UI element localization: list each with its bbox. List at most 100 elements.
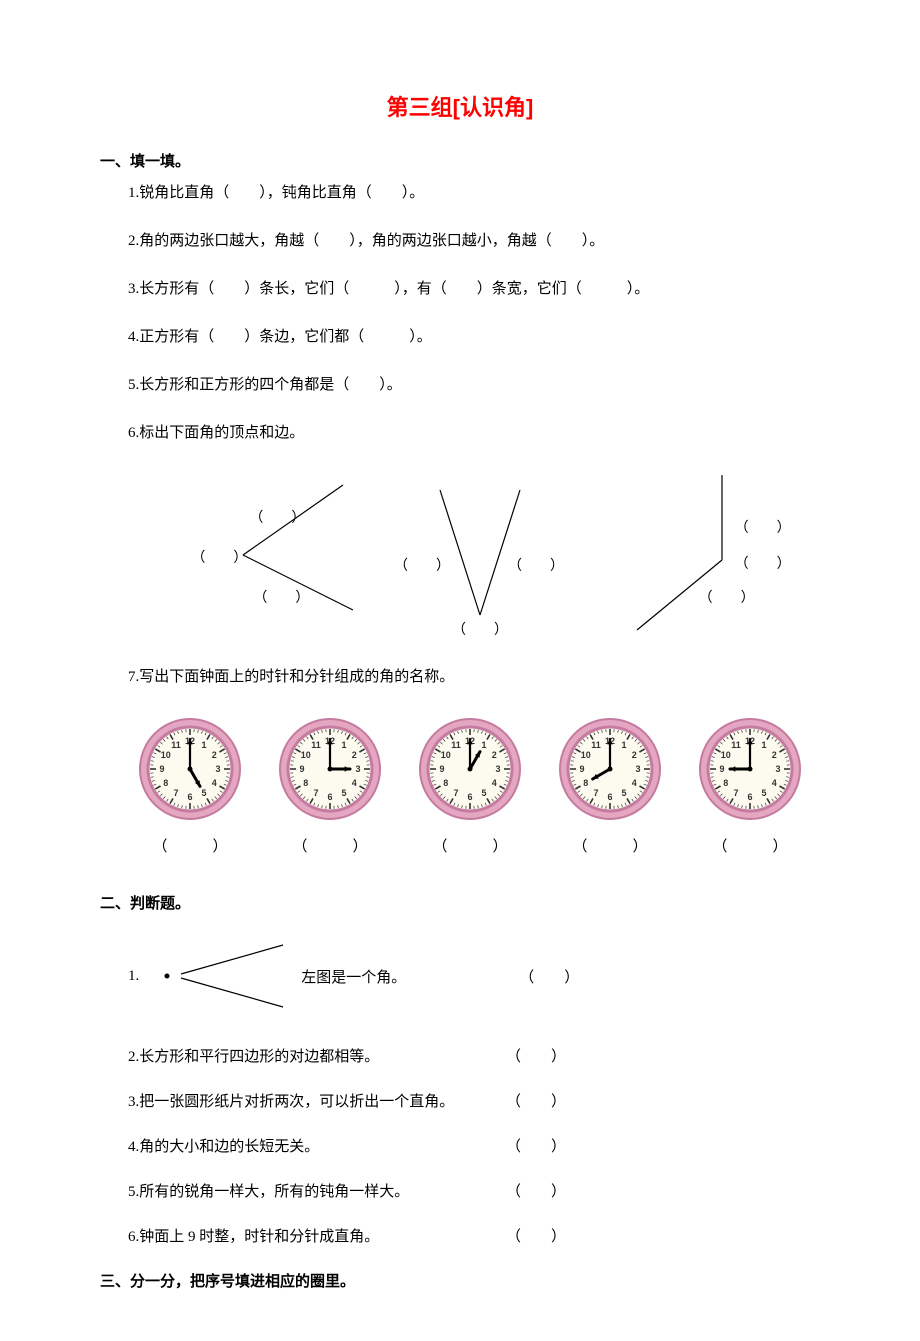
page-title: 第三组[认识角] (100, 90, 820, 122)
q2-4-text: 4.角的大小和边的长短无关。 (128, 1135, 498, 1156)
clock-face-1: 121234567891011 (138, 717, 242, 821)
svg-text:7: 7 (173, 788, 178, 798)
clock-label-4: （ ） (572, 835, 647, 856)
angle-diagram-3: （ ） （ ） （ ） (607, 475, 807, 635)
svg-text:11: 11 (171, 740, 181, 750)
q2-3-paren: （ ） (506, 1090, 566, 1111)
clock-2: 121234567891011（ ） (270, 717, 390, 856)
svg-text:2: 2 (632, 750, 637, 760)
svg-text:3: 3 (635, 764, 640, 774)
svg-text:9: 9 (159, 764, 164, 774)
clock-5: 121234567891011（ ） (690, 717, 810, 856)
svg-text:3: 3 (775, 764, 780, 774)
svg-text:9: 9 (439, 764, 444, 774)
svg-text:6: 6 (327, 792, 332, 802)
angle3-label-top: （ ） (735, 517, 791, 537)
q2-6: 6.钟面上 9 时整，时针和分针成直角。 （ ） (128, 1225, 820, 1246)
section-3-heading: 三、分一分，把序号填进相应的圈里。 (100, 1270, 820, 1291)
svg-text:1: 1 (341, 740, 346, 750)
svg-text:8: 8 (723, 778, 728, 788)
svg-text:1: 1 (761, 740, 766, 750)
clock-1: 121234567891011（ ） (130, 717, 250, 856)
clocks-row: 121234567891011（ ）121234567891011（ ）1212… (130, 717, 810, 856)
angle1-label-bottom: （ ） (253, 587, 309, 607)
angle2-label-vertex: （ ） (452, 619, 508, 639)
svg-text:9: 9 (719, 764, 724, 774)
clock-label-3: （ ） (432, 835, 507, 856)
q1-4: 4.正方形有（ ）条边，它们都（ ）。 (128, 325, 820, 349)
svg-text:8: 8 (443, 778, 448, 788)
clock-3: 121234567891011（ ） (410, 717, 530, 856)
clock-label-2: （ ） (292, 835, 367, 856)
q2-1-figure (155, 941, 285, 1011)
svg-text:3: 3 (495, 764, 500, 774)
q2-1: 1. 左图是一个角。 （ ） (106, 941, 820, 1011)
q2-2-text: 2.长方形和平行四边形的对边都相等。 (128, 1045, 498, 1066)
svg-text:6: 6 (467, 792, 472, 802)
q1-3: 3.长方形有（ ）条长，它们（ ），有（ ）条宽，它们（ ）。 (128, 277, 820, 301)
svg-text:3: 3 (215, 764, 220, 774)
q2-6-text: 6.钟面上 9 时整，时针和分针成直角。 (128, 1225, 498, 1246)
svg-text:2: 2 (352, 750, 357, 760)
svg-text:4: 4 (632, 778, 637, 788)
svg-text:5: 5 (481, 788, 486, 798)
svg-text:6: 6 (187, 792, 192, 802)
q2-1-paren: （ ） (519, 966, 579, 987)
q2-2-paren: （ ） (506, 1045, 566, 1066)
svg-text:3: 3 (355, 764, 360, 774)
q1-1: 1.锐角比直角（ ），钝角比直角（ ）。 (128, 181, 820, 205)
svg-text:4: 4 (352, 778, 357, 788)
worksheet-page: 第三组[认识角] 一、填一填。 1.锐角比直角（ ），钝角比直角（ ）。 2.角… (0, 0, 920, 1341)
svg-text:1: 1 (201, 740, 206, 750)
clock-label-5: （ ） (712, 835, 787, 856)
svg-text:2: 2 (492, 750, 497, 760)
svg-text:9: 9 (299, 764, 304, 774)
angle-diagram-2: （ ） （ ） （ ） (380, 475, 580, 635)
svg-text:5: 5 (621, 788, 626, 798)
q1-7: 7.写出下面钟面上的时针和分针组成的角的名称。 (128, 665, 820, 689)
angle2-label-right: （ ） (508, 555, 564, 575)
q1-6: 6.标出下面角的顶点和边。 (128, 421, 820, 445)
svg-text:9: 9 (579, 764, 584, 774)
angle2-label-left: （ ） (394, 555, 450, 575)
clock-face-5: 121234567891011 (698, 717, 802, 821)
q2-2: 2.长方形和平行四边形的对边都相等。 （ ） (128, 1045, 820, 1066)
q2-4-paren: （ ） (506, 1135, 566, 1156)
q2-4: 4.角的大小和边的长短无关。 （ ） (128, 1135, 820, 1156)
svg-text:1: 1 (481, 740, 486, 750)
svg-text:8: 8 (303, 778, 308, 788)
angle3-label-vertex: （ ） (735, 553, 791, 573)
svg-text:10: 10 (441, 750, 451, 760)
clock-4: 121234567891011（ ） (550, 717, 670, 856)
q2-3-text: 3.把一张圆形纸片对折两次，可以折出一个直角。 (128, 1090, 498, 1111)
svg-text:6: 6 (747, 792, 752, 802)
q2-1-num: 1. (128, 968, 139, 985)
q1-2: 2.角的两边张口越大，角越（ ），角的两边张口越小，角越（ ）。 (128, 229, 820, 253)
svg-text:8: 8 (163, 778, 168, 788)
section-2-heading: 二、判断题。 (100, 892, 820, 913)
svg-text:7: 7 (593, 788, 598, 798)
svg-text:10: 10 (721, 750, 731, 760)
clock-face-2: 121234567891011 (278, 717, 382, 821)
svg-text:7: 7 (313, 788, 318, 798)
svg-text:10: 10 (581, 750, 591, 760)
q2-3: 3.把一张圆形纸片对折两次，可以折出一个直角。 （ ） (128, 1090, 820, 1111)
clock-face-4: 121234567891011 (558, 717, 662, 821)
q2-6-paren: （ ） (506, 1225, 566, 1246)
svg-text:11: 11 (311, 740, 321, 750)
svg-text:4: 4 (212, 778, 217, 788)
svg-text:1: 1 (621, 740, 626, 750)
svg-text:11: 11 (591, 740, 601, 750)
svg-text:4: 4 (492, 778, 497, 788)
svg-text:5: 5 (201, 788, 206, 798)
svg-text:11: 11 (451, 740, 461, 750)
angle3-label-bottom: （ ） (699, 587, 755, 607)
svg-text:10: 10 (161, 750, 171, 760)
svg-text:11: 11 (731, 740, 741, 750)
q1-5: 5.长方形和正方形的四个角都是（ ）。 (128, 373, 820, 397)
svg-text:5: 5 (761, 788, 766, 798)
svg-text:7: 7 (453, 788, 458, 798)
svg-text:8: 8 (583, 778, 588, 788)
svg-text:2: 2 (772, 750, 777, 760)
svg-text:7: 7 (733, 788, 738, 798)
